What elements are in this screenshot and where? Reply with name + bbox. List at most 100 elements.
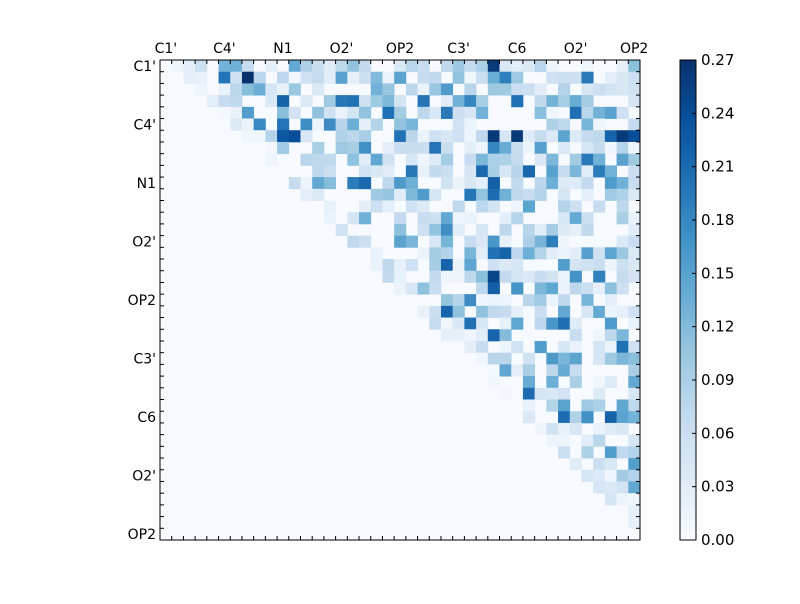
heatmap-cell [452,305,465,318]
heatmap-cell [593,481,606,494]
heatmap-cell [511,364,524,377]
heatmap-cell [241,71,255,84]
heatmap-cell [394,141,407,155]
heatmap-cell [394,270,407,283]
heatmap-cell [440,177,454,190]
heatmap-cell [382,165,395,178]
heatmap-cell [370,247,383,260]
heatmap-cell [534,106,547,119]
heatmap-cell [417,188,430,201]
heatmap-cell [616,282,629,295]
heatmap-cell [581,106,594,119]
heatmap-cell [616,399,629,412]
heatmap-cell [359,212,372,225]
heatmap-cell [581,247,594,260]
heatmap-cell [581,83,594,96]
heatmap-cell [440,95,454,108]
x-tick-label: N1 [273,41,292,57]
heatmap-cell [230,60,243,73]
heatmap-cell [487,130,500,143]
heatmap-cell [511,153,524,166]
heatmap-cell [558,118,571,131]
heatmap-cell [593,469,606,482]
heatmap-cell [312,83,325,96]
heatmap-cell [241,60,255,73]
heatmap-cell [323,153,337,166]
heatmap-cell [359,71,372,84]
heatmap-cell [511,305,524,318]
heatmap-cell [522,235,536,248]
heatmap-cell [581,60,594,73]
heatmap-cell [569,95,582,108]
heatmap-cell [593,200,606,213]
heatmap-cell [558,165,571,178]
heatmap-cell [359,235,372,248]
heatmap-cell [558,130,571,143]
heatmap-cell [487,71,500,84]
heatmap-cell [417,130,430,143]
heatmap-cell [628,504,641,517]
heatmap-cell [534,270,547,283]
heatmap-cell [300,153,313,166]
colorbar-tick-label: 0.03 [701,478,734,496]
heatmap-cell [440,60,454,73]
colorbar-tick-label: 0.09 [701,371,734,389]
heatmap-cell [300,71,313,84]
heatmap-cell [464,270,477,283]
heatmap-cell [347,141,360,155]
heatmap-cell [429,130,442,143]
heatmap-cell [569,411,582,424]
heatmap-cell [604,305,617,318]
heatmap-cell [534,141,547,155]
heatmap-cell [616,329,629,342]
heatmap-cell [382,83,395,96]
heatmap-cell [616,60,629,73]
heatmap-cell [277,95,290,108]
heatmap-cell [604,71,617,84]
heatmap-cell [429,223,442,237]
heatmap-cell [546,60,559,73]
heatmap-cell [628,376,641,389]
heatmap-cell [464,235,477,248]
heatmap-cell [511,83,524,96]
heatmap-cell [452,223,465,237]
heatmap-cell [511,270,524,283]
y-tick-label: C6 [137,410,156,426]
heatmap-cell [429,212,442,225]
heatmap-cell [476,352,489,365]
heatmap-cell [522,83,536,96]
heatmap-cell [300,60,313,73]
heatmap-cell [628,481,641,494]
heatmap-cell [499,188,512,201]
heatmap-cell [616,481,629,494]
heatmap-cell [464,83,477,96]
heatmap-cell [359,130,372,143]
heatmap-cell [546,294,559,307]
heatmap-cell [499,83,512,96]
heatmap-cell [604,469,617,482]
heatmap-cell [522,141,536,155]
heatmap-cell [546,434,559,447]
heatmap-cell [476,235,489,248]
heatmap-cell [405,177,418,190]
heatmap-cell [581,153,594,166]
heatmap-cell [558,422,571,436]
heatmap-cell [616,469,629,482]
heatmap-cell [628,212,641,225]
heatmap-cell [522,399,536,412]
colorbar-tick-label: 0.18 [701,211,734,229]
heatmap-cell [511,188,524,201]
heatmap-cell [604,247,617,260]
heatmap-cell [628,352,641,365]
heatmap-cell [464,118,477,131]
heatmap-cell [581,469,594,482]
heatmap-cell [265,153,278,166]
heatmap-cell [522,376,536,389]
heatmap-cell [522,270,536,283]
heatmap-cell [511,177,524,190]
heatmap-cell [312,188,325,201]
heatmap-cell [452,200,465,213]
heatmap-cell [300,188,313,201]
heatmap-cell [335,60,348,73]
heatmap-cell [370,165,383,178]
